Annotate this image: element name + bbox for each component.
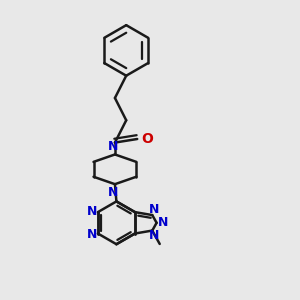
Text: N: N: [108, 140, 118, 153]
Text: N: N: [158, 216, 168, 229]
Text: N: N: [108, 186, 118, 199]
Text: N: N: [87, 228, 98, 241]
Text: N: N: [87, 205, 98, 218]
Text: O: O: [141, 132, 153, 146]
Text: N: N: [148, 203, 159, 216]
Text: N: N: [148, 230, 159, 242]
